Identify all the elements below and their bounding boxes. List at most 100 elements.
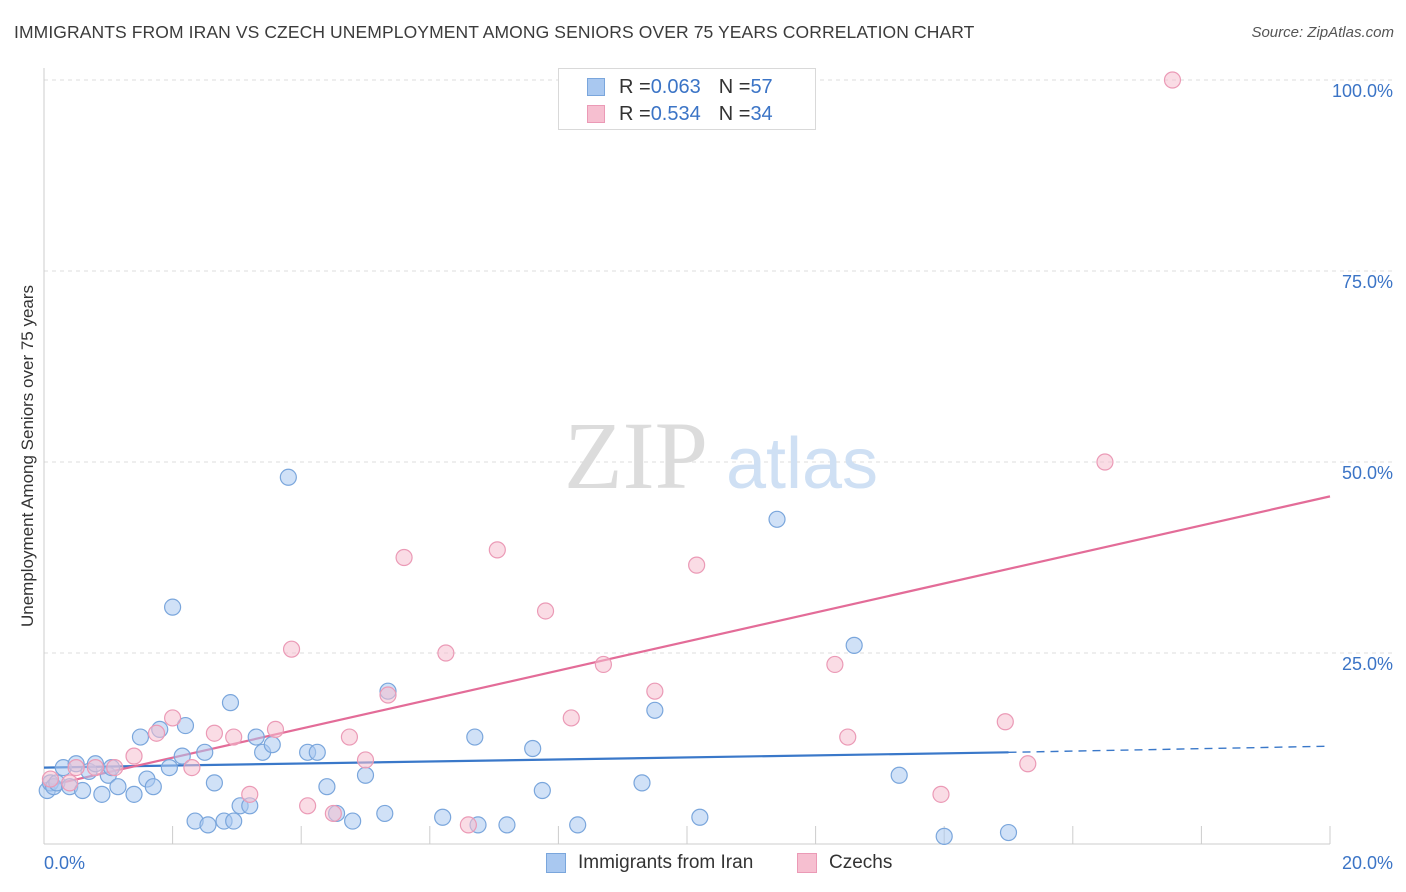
iran-point xyxy=(691,808,709,826)
iran-point xyxy=(890,766,908,784)
iran-point xyxy=(633,774,651,792)
iran-trend-line xyxy=(43,751,1009,769)
iran-point xyxy=(196,743,214,761)
y-axis-label: Unemployment Among Seniors over 75 years xyxy=(18,284,37,628)
czechs-point xyxy=(106,758,124,777)
czechs-point xyxy=(299,797,317,815)
legend-row-czechs: R = 0.534 N = 34 xyxy=(587,102,773,126)
iran-point xyxy=(845,636,863,654)
iran-point xyxy=(73,781,92,800)
iran-point xyxy=(131,728,150,746)
y-tick-label: 75.0% xyxy=(1342,272,1393,292)
iran-point xyxy=(247,728,265,746)
n-label: N = xyxy=(718,102,751,125)
r-value: 0.534 xyxy=(650,102,701,125)
legend-item-czechs[interactable]: Czechs xyxy=(797,852,892,874)
czechs-point xyxy=(324,804,342,823)
legend-row-iran: R = 0.063 N = 57 xyxy=(587,75,773,99)
y-tick-label: 100.0% xyxy=(1332,81,1393,101)
iran-point xyxy=(279,468,297,486)
czechs-point xyxy=(356,751,375,769)
watermark-zip: ZIP xyxy=(564,402,708,509)
iran-point xyxy=(356,766,375,784)
iran-point xyxy=(199,816,217,834)
iran-point xyxy=(318,778,336,796)
iran-point xyxy=(160,758,178,777)
legend-label-czechs: Czechs xyxy=(829,852,893,873)
iran-point xyxy=(376,804,394,823)
r-label: R = xyxy=(619,102,651,125)
czechs-point xyxy=(340,728,359,746)
czechs-point xyxy=(282,640,301,658)
watermark: ZIP atlas xyxy=(564,402,878,509)
czechs-point xyxy=(594,655,613,674)
czechs-point xyxy=(562,709,580,727)
iran-point xyxy=(646,701,664,719)
czechs-point xyxy=(41,770,60,788)
czechs-point xyxy=(241,785,259,803)
czechs-point xyxy=(1019,755,1037,773)
iran-point xyxy=(93,785,111,803)
tick-labels: 25.0% 50.0% 75.0% 100.0% 0.0% 20.0% xyxy=(44,81,1393,873)
czechs-point xyxy=(459,816,477,834)
r-value: 0.063 xyxy=(650,75,701,98)
iran-point xyxy=(176,716,195,735)
czechs-point xyxy=(437,644,455,662)
gridlines xyxy=(44,79,1392,654)
czechs-point xyxy=(183,758,201,777)
iran-point xyxy=(498,816,516,834)
source-label: Source: ZipAtlas.com xyxy=(1251,24,1394,41)
czechs-point xyxy=(147,724,166,742)
iran-point xyxy=(768,510,786,528)
iran-point xyxy=(221,694,240,712)
czechs-point xyxy=(86,758,105,777)
iran-point xyxy=(164,598,182,616)
legend-label-iran: Immigrants from Iran xyxy=(578,852,754,873)
iran-point xyxy=(533,781,551,800)
legend-swatch-pink xyxy=(587,105,605,123)
iran-point xyxy=(109,778,127,796)
czechs-point xyxy=(646,682,664,700)
iran-point xyxy=(173,747,191,765)
czechs-point xyxy=(205,724,223,742)
r-label: R = xyxy=(619,75,651,98)
iran-point xyxy=(434,808,452,826)
legend-item-iran[interactable]: Immigrants from Iran xyxy=(546,852,753,874)
n-value: 34 xyxy=(750,102,773,125)
n-label: N = xyxy=(718,75,751,98)
iran-point xyxy=(144,778,162,796)
x-tick-label: 0.0% xyxy=(44,853,85,873)
iran-trend-extension xyxy=(1008,745,1331,754)
correlation-legend: R = 0.063 N = 57 R = 0.534 N = 34 xyxy=(558,68,816,130)
chart-title: IMMIGRANTS FROM IRAN VS CZECH UNEMPLOYME… xyxy=(14,22,975,42)
legend-swatch-blue xyxy=(546,853,566,873)
iran-point xyxy=(225,812,243,830)
legend-swatch-blue xyxy=(587,78,605,96)
series-czechs-points xyxy=(41,71,1182,834)
series-iran-points xyxy=(38,468,1018,845)
iran-point xyxy=(263,736,281,754)
legend-swatch-pink xyxy=(797,853,817,873)
czechs-point xyxy=(932,785,950,803)
czechs-point xyxy=(1096,453,1114,471)
czechs-point xyxy=(536,602,555,620)
iran-point xyxy=(344,812,362,830)
iran-point xyxy=(935,827,953,845)
series-legend: Immigrants from Iran Czechs xyxy=(0,852,1406,878)
czechs-point xyxy=(1163,71,1182,89)
czechs-point xyxy=(395,548,413,567)
iran-point xyxy=(569,816,587,834)
czechs-point xyxy=(839,728,857,746)
iran-point xyxy=(999,823,1018,842)
czechs-point xyxy=(379,686,397,704)
data-points xyxy=(38,71,1182,845)
iran-point xyxy=(308,743,326,761)
iran-point xyxy=(524,739,542,758)
czechs-point xyxy=(488,541,506,559)
watermark-atlas: atlas xyxy=(726,424,878,504)
czechs-point xyxy=(826,655,844,674)
axes xyxy=(43,68,1331,845)
czechs-point xyxy=(125,747,143,765)
iran-point xyxy=(466,728,484,746)
czechs-point xyxy=(61,774,79,792)
